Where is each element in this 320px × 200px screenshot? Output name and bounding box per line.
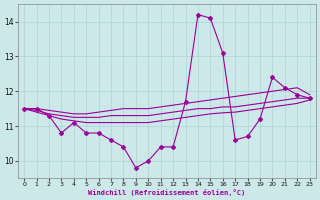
X-axis label: Windchill (Refroidissement éolien,°C): Windchill (Refroidissement éolien,°C) — [88, 189, 245, 196]
